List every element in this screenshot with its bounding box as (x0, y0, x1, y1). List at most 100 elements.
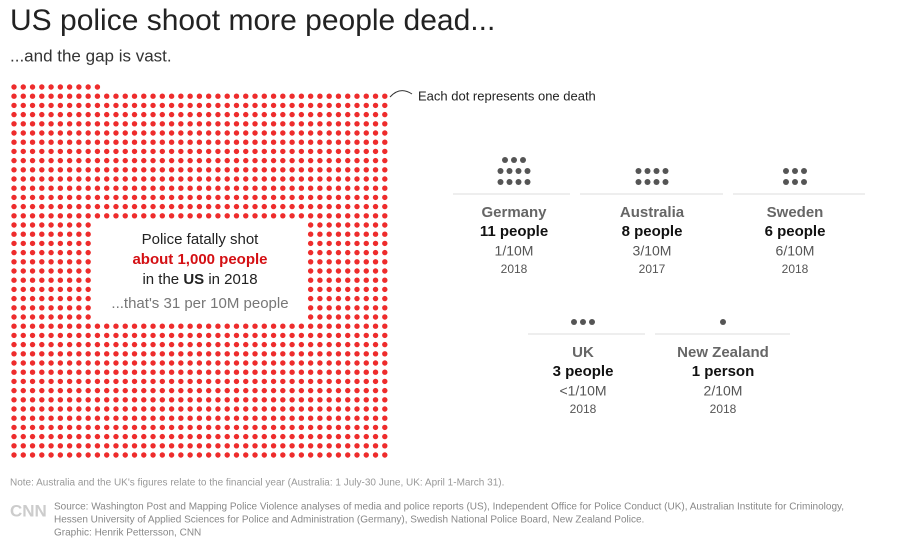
dot (326, 111, 332, 118)
dot (215, 93, 221, 99)
dot (131, 167, 138, 173)
dot (48, 351, 54, 357)
dot (178, 406, 184, 412)
dot (76, 249, 82, 256)
dot (76, 314, 82, 320)
dot (354, 443, 360, 449)
dot (345, 341, 351, 348)
dot (326, 433, 332, 440)
dot (94, 360, 101, 366)
dot (317, 148, 323, 155)
dot (168, 157, 175, 164)
dot (372, 452, 379, 458)
dot (354, 185, 360, 191)
dot (224, 378, 230, 385)
dot (187, 176, 193, 182)
dot (335, 332, 342, 339)
dot (168, 185, 175, 191)
dot (196, 369, 203, 375)
dot (326, 360, 332, 366)
dot (39, 332, 45, 339)
dot (224, 351, 230, 357)
dot (224, 185, 230, 191)
dot (150, 452, 156, 458)
dot (363, 167, 369, 173)
dot (382, 185, 388, 191)
dot (48, 314, 54, 320)
dot (66, 102, 73, 109)
dot (178, 148, 184, 155)
dot (372, 415, 379, 421)
dot (131, 194, 138, 201)
dot (354, 387, 360, 394)
dot (372, 231, 379, 237)
dot (252, 452, 258, 458)
dot (289, 102, 295, 109)
dot (363, 314, 369, 320)
dot (345, 295, 351, 302)
dot (76, 102, 82, 109)
dot (66, 240, 73, 247)
dot (39, 176, 45, 182)
dot (345, 378, 351, 385)
dot (141, 148, 147, 155)
dot (243, 176, 249, 182)
dot (29, 305, 36, 311)
year: 2018 (710, 402, 737, 416)
dot (39, 295, 45, 302)
dot (363, 121, 369, 127)
dot (243, 157, 249, 164)
dot (354, 360, 360, 366)
dot (224, 387, 230, 394)
subtitle: ...and the gap is vast. (10, 46, 172, 65)
dot (76, 268, 82, 274)
dot (57, 240, 64, 247)
dot (335, 397, 342, 403)
dot (76, 240, 82, 247)
dot (215, 406, 221, 412)
dot (122, 139, 128, 145)
death-dot (502, 157, 508, 163)
dot (196, 332, 203, 339)
dot (307, 443, 314, 449)
dot (94, 341, 101, 348)
death-dot (511, 157, 517, 163)
dot (233, 121, 240, 127)
year: 2018 (570, 402, 597, 416)
dot (11, 121, 17, 127)
dot (233, 157, 240, 164)
dot (20, 111, 26, 118)
dot (382, 259, 388, 265)
dot (168, 102, 175, 109)
dot (382, 167, 388, 173)
dot (11, 415, 17, 421)
dot (39, 231, 45, 237)
dot (335, 121, 342, 127)
dot (48, 341, 54, 348)
dot (317, 378, 323, 385)
dot (261, 341, 267, 348)
dot (196, 415, 203, 421)
dot (57, 406, 64, 412)
dot (159, 102, 166, 109)
dot (270, 424, 277, 431)
dot (104, 424, 110, 431)
dot (66, 121, 73, 127)
dot (205, 111, 212, 118)
dot (280, 452, 286, 458)
dot (11, 424, 17, 431)
dot (187, 194, 193, 201)
us-line3-post: in 2018 (204, 271, 257, 288)
dot (298, 102, 305, 109)
dot (168, 194, 175, 201)
dot (382, 213, 388, 219)
dot (66, 111, 73, 118)
dot (29, 443, 36, 449)
dot (372, 397, 379, 403)
dot (243, 433, 249, 440)
dot (48, 148, 54, 155)
dot (76, 111, 82, 118)
dot (261, 415, 267, 421)
dot (178, 415, 184, 421)
dot (298, 213, 305, 219)
